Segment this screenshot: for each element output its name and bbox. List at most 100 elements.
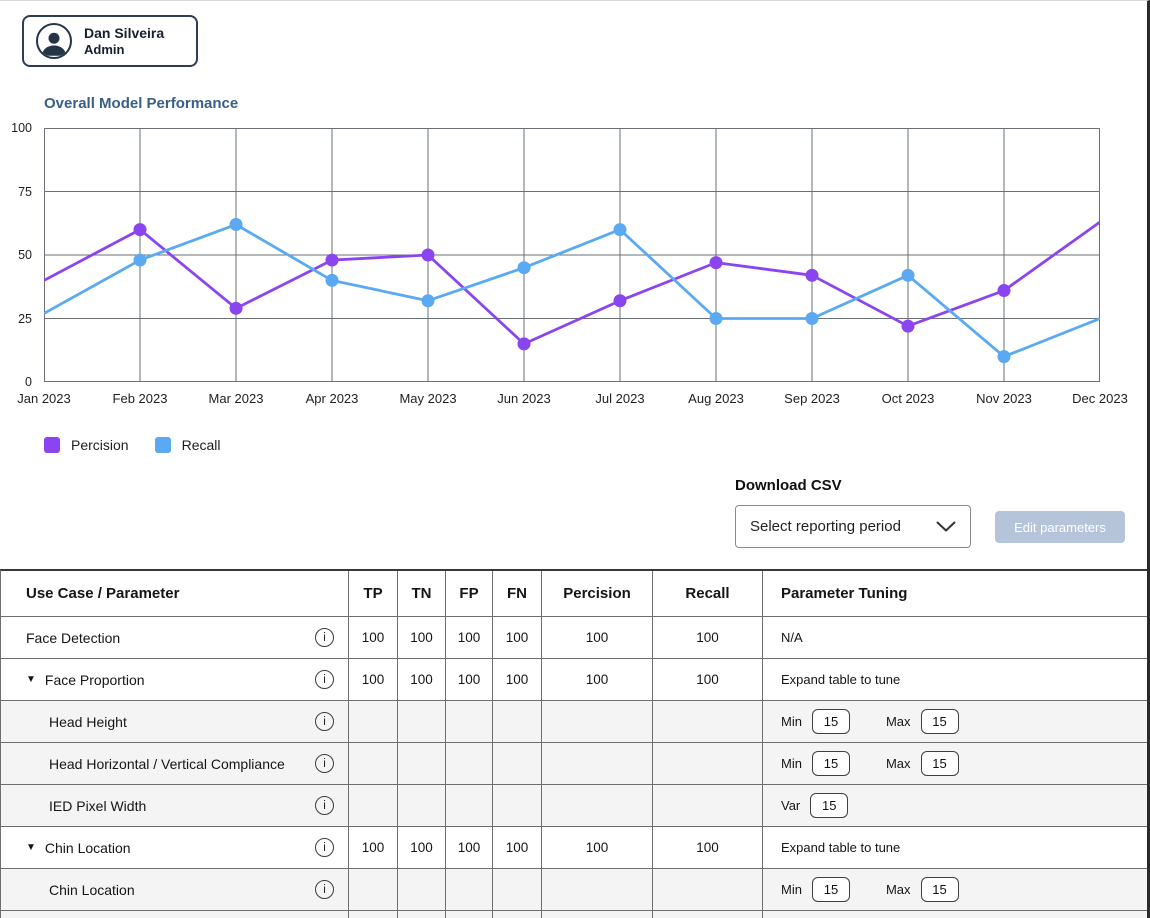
value-cell bbox=[398, 911, 446, 918]
value-cell bbox=[446, 785, 493, 826]
x-tick-label: Aug 2023 bbox=[688, 391, 744, 406]
value-cell: 100 bbox=[542, 827, 653, 868]
user-badge[interactable]: Dan Silveira Admin bbox=[22, 15, 198, 67]
value-cell bbox=[446, 743, 493, 784]
table-row: Head Horizontal / Vertical Compliance i Mi… bbox=[1, 743, 1147, 785]
x-axis-labels: Jan 2023 Feb 2023 Mar 2023 Apr 2023 May 2023… bbox=[17, 391, 1128, 409]
parameter-tuning-cell: Min 15 Max 15 bbox=[763, 869, 1147, 910]
max-input[interactable]: 15 bbox=[920, 751, 959, 776]
value-cell bbox=[446, 911, 493, 918]
value-cell bbox=[493, 869, 542, 910]
row-label: Chin Location bbox=[49, 881, 135, 898]
row-label: Face Proportion bbox=[44, 671, 145, 688]
row-label-wrap: Chin Location bbox=[26, 882, 135, 898]
row-label: Chin Location bbox=[44, 839, 131, 856]
value-cell bbox=[542, 911, 653, 918]
value-cell bbox=[398, 701, 446, 742]
min-label: Min bbox=[781, 756, 802, 771]
user-avatar-icon bbox=[36, 23, 72, 59]
download-csv-label: Download CSV bbox=[735, 477, 842, 494]
parameter-tuning-cell: Expand table to tune bbox=[763, 827, 1147, 868]
x-tick-label: May 2023 bbox=[399, 391, 457, 406]
row-label-wrap: ▼ Face Proportion bbox=[26, 672, 145, 688]
value-cell bbox=[493, 911, 542, 918]
tuning-text: Expand table to tune bbox=[781, 840, 901, 855]
line-chart-plot bbox=[44, 128, 1100, 382]
info-icon[interactable]: i bbox=[315, 754, 334, 773]
x-tick-label: Apr 2023 bbox=[305, 391, 359, 406]
row-label-wrap: Head Horizontal / Vertical Compliance bbox=[26, 756, 285, 772]
min-input[interactable]: 15 bbox=[811, 709, 850, 734]
table-header-row: Use Case / Parameter TP TN FP FN Percision Rec… bbox=[1, 571, 1147, 617]
usecase-cell: IED Pixel Width i bbox=[1, 785, 349, 826]
legend-label: Percision bbox=[71, 437, 129, 453]
table-row: Chin Location i Min 15 Max 15 bbox=[1, 869, 1147, 911]
y-axis-labels: 0 25 50 75 100 bbox=[0, 121, 38, 389]
header-cell: FP bbox=[446, 571, 493, 616]
var-input[interactable]: 15 bbox=[810, 793, 849, 818]
usecase-cell bbox=[1, 911, 349, 918]
value-cell: 100 bbox=[349, 827, 398, 868]
max-label: Max bbox=[885, 714, 911, 729]
header-cell: TN bbox=[398, 571, 446, 616]
table-row: Face Detection i 100 100 100 100 100 100 N/A bbox=[1, 617, 1147, 659]
value-cell: 100 bbox=[653, 659, 763, 700]
min-input[interactable]: 15 bbox=[811, 751, 850, 776]
row-label: Head Height bbox=[49, 713, 127, 730]
value-cell: 100 bbox=[653, 827, 763, 868]
table-row: ▼ Chin Location i 100 100 100 100 100 100 Expand … bbox=[1, 827, 1147, 869]
x-tick-label: Oct 2023 bbox=[881, 391, 935, 406]
value-cell bbox=[542, 743, 653, 784]
min-input[interactable]: 15 bbox=[811, 877, 850, 902]
row-label-wrap: ▼ Chin Location bbox=[26, 840, 131, 856]
header-cell: Parameter Tuning bbox=[781, 585, 908, 602]
value-cell bbox=[542, 701, 653, 742]
x-tick-label: Jul 2023 bbox=[595, 391, 645, 406]
row-label: IED Pixel Width bbox=[49, 797, 147, 814]
table-body: Face Detection i 100 100 100 100 100 100 N/A ▼ Fac… bbox=[1, 617, 1147, 918]
value-cell: 100 bbox=[398, 827, 446, 868]
var-label: Var bbox=[781, 798, 801, 813]
max-label: Max bbox=[885, 756, 911, 771]
value-cell: 100 bbox=[493, 827, 542, 868]
min-label: Min bbox=[781, 714, 802, 729]
value-cell bbox=[653, 701, 763, 742]
x-tick-label: Dec 2023 bbox=[1072, 391, 1128, 406]
parameters-table: Use Case / Parameter TP TN FP FN Percision Rec… bbox=[0, 569, 1147, 918]
y-tick-label: 100 bbox=[11, 121, 32, 135]
value-cell bbox=[446, 869, 493, 910]
max-label: Max bbox=[885, 882, 911, 897]
user-role: Admin bbox=[84, 41, 125, 57]
expander-icon[interactable]: ▼ bbox=[26, 841, 36, 853]
y-tick-label: 0 bbox=[25, 375, 32, 389]
legend-swatch-icon bbox=[154, 437, 171, 453]
header-cell: Percision bbox=[542, 571, 653, 616]
info-icon[interactable]: i bbox=[315, 880, 334, 899]
edit-parameters-button[interactable]: Edit parameters bbox=[995, 511, 1125, 543]
user-text: Dan Silveira Admin bbox=[84, 25, 164, 58]
row-label-wrap: IED Pixel Width bbox=[26, 798, 146, 814]
info-icon[interactable]: i bbox=[315, 628, 334, 647]
usecase-cell: Face Detection i bbox=[1, 617, 349, 658]
reporting-period-select[interactable]: Select reporting period bbox=[735, 505, 971, 548]
expander-icon[interactable]: ▼ bbox=[26, 673, 36, 685]
usecase-cell: Head Horizontal / Vertical Compliance i bbox=[1, 743, 349, 784]
max-input[interactable]: 15 bbox=[920, 877, 959, 902]
parameter-tuning-cell: Min 15 Max 15 bbox=[763, 701, 1147, 742]
row-label: Face Detection bbox=[26, 629, 121, 646]
info-icon[interactable]: i bbox=[315, 796, 334, 815]
usecase-cell: Head Height i bbox=[1, 701, 349, 742]
info-icon[interactable]: i bbox=[315, 670, 334, 689]
value-cell bbox=[493, 743, 542, 784]
parameter-tuning-cell: Expand table to tune bbox=[763, 659, 1147, 700]
table-row bbox=[1, 911, 1147, 918]
max-input[interactable]: 15 bbox=[920, 709, 959, 734]
row-label-wrap: Face Detection bbox=[26, 630, 120, 646]
value-cell bbox=[349, 869, 398, 910]
value-cell bbox=[349, 701, 398, 742]
parameter-tuning-cell: Min 15 Max 15 bbox=[763, 743, 1147, 784]
value-cell bbox=[493, 785, 542, 826]
info-icon[interactable]: i bbox=[315, 838, 334, 857]
info-icon[interactable]: i bbox=[315, 712, 334, 731]
value-cell: 100 bbox=[446, 617, 493, 658]
